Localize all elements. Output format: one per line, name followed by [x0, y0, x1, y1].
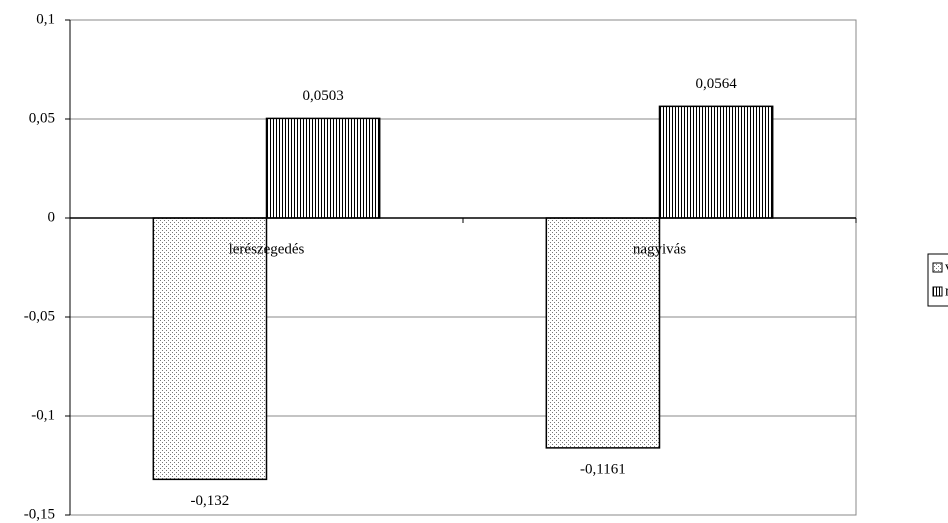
data-label: 0,0564 — [695, 76, 737, 92]
legend-label: volt — [945, 259, 948, 275]
x-tick-label: nagyivás — [633, 241, 686, 257]
y-tick-label: -0,15 — [24, 506, 55, 522]
y-tick-label: 0,1 — [36, 11, 55, 27]
bar — [152, 217, 268, 481]
data-label: 0,0503 — [302, 88, 343, 104]
data-label: -0,1161 — [580, 461, 626, 477]
data-label: -0,132 — [191, 493, 230, 509]
legend-label: nem — [945, 283, 948, 299]
bar — [265, 117, 381, 219]
legend-swatch — [932, 262, 943, 273]
legend-swatch — [932, 286, 943, 297]
bar — [658, 105, 774, 219]
y-tick-label: 0 — [48, 209, 56, 225]
x-tick-label: lerészegedés — [229, 241, 305, 257]
y-tick-label: -0,05 — [24, 308, 55, 324]
y-tick-label: -0,1 — [31, 407, 55, 423]
y-tick-label: 0,05 — [29, 110, 55, 126]
